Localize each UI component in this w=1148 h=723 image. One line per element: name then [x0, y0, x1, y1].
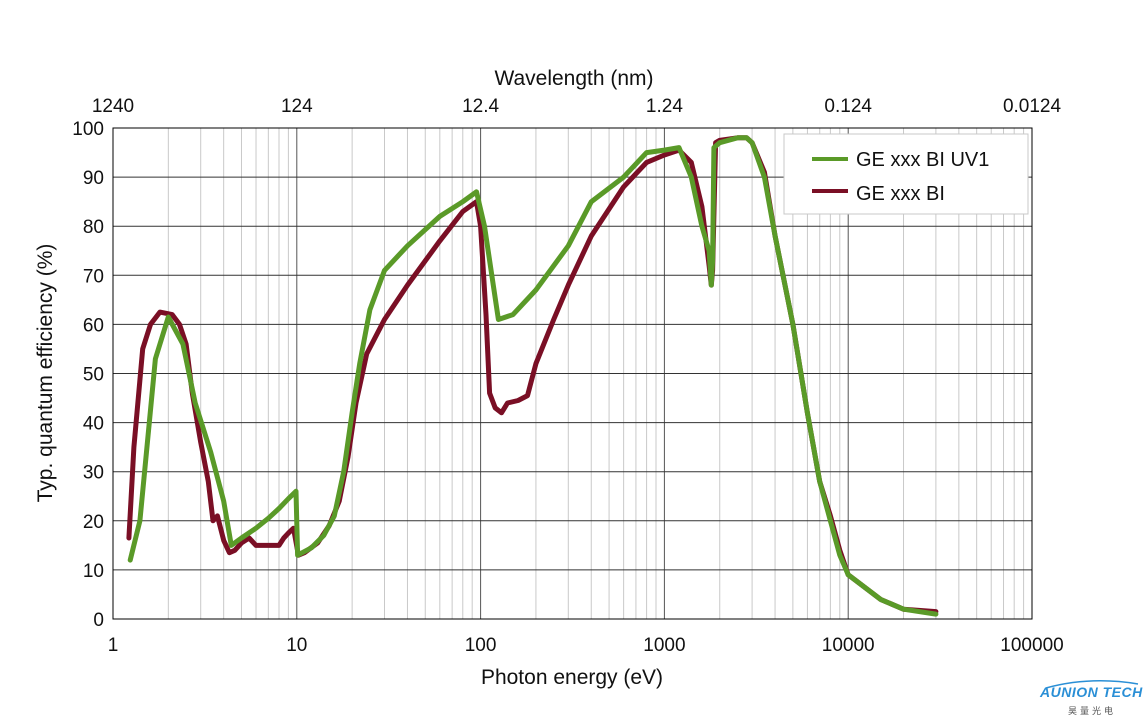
y-tick-label: 60 [83, 315, 104, 336]
legend-label-bi: GE xxx BI [856, 183, 945, 205]
logo-subtext: 昊量光电 [1068, 707, 1117, 717]
x-tick-label: 1 [108, 635, 119, 656]
y-tick-label: 30 [83, 463, 104, 484]
x-tick-label: 10000 [822, 635, 875, 656]
top-axis-label: Wavelength (nm) [494, 67, 653, 90]
y-tick-label: 10 [83, 561, 104, 582]
y-tick-label: 20 [83, 512, 104, 533]
x-axis-label: Photon energy (eV) [481, 666, 663, 689]
y-tick-label: 80 [83, 217, 104, 238]
y-tick-label: 100 [72, 119, 104, 140]
x-tick-label: 1000 [643, 635, 685, 656]
company-logo: AUNION TECH 昊量光电 [1038, 680, 1143, 718]
top-tick-label: 0.0124 [1003, 96, 1062, 117]
y-tick-label: 40 [83, 414, 104, 435]
top-tick-label: 0.124 [824, 96, 872, 117]
legend-box [783, 133, 1029, 215]
plot-frame [112, 127, 1033, 620]
series-layer [126, 135, 939, 617]
x-tick-label: 100 [465, 635, 497, 656]
top-tick-label: 124 [281, 96, 313, 117]
x-tick-label: 10 [286, 635, 307, 656]
top-tick-label: 1.24 [646, 96, 683, 117]
logo-swoosh-icon [1045, 680, 1139, 689]
y-tick-label: 0 [93, 610, 104, 631]
y-axis-label: Typ. quantum efficiency (%) [34, 244, 57, 503]
series-line-0 [127, 135, 939, 617]
ticks-layer: 1 10 100 1000 10000 100000 0 10 20 30 40 50 60 70 80 90… [72, 96, 1063, 656]
y-tick-label: 90 [83, 168, 104, 189]
y-tick-label: 70 [83, 266, 104, 287]
legend-label-uv1: GE xxx BI UV1 [856, 149, 989, 171]
top-tick-label: 12.4 [462, 96, 499, 117]
top-tick-label: 1240 [92, 96, 134, 117]
x-tick-label: 100000 [1000, 635, 1063, 656]
logo-text: AUNION TECH [1040, 684, 1143, 700]
legend: GE xxx BI UV1 GE xxx BI [783, 133, 1029, 215]
y-tick-label: 50 [83, 365, 104, 386]
